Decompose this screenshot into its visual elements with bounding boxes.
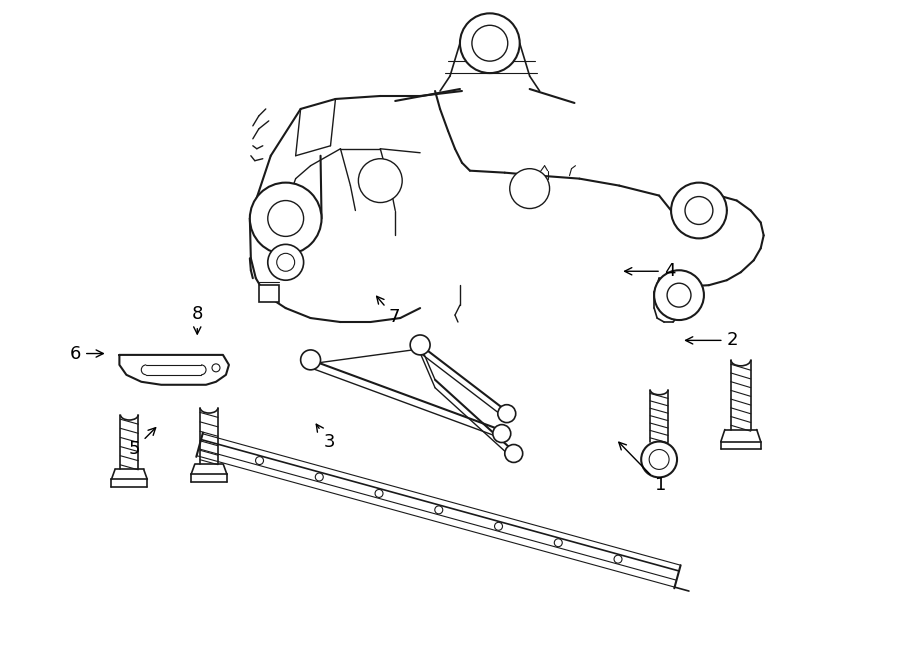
Circle shape bbox=[554, 539, 562, 547]
Circle shape bbox=[268, 245, 303, 280]
Circle shape bbox=[671, 182, 727, 239]
Circle shape bbox=[460, 13, 519, 73]
Circle shape bbox=[505, 444, 523, 463]
Circle shape bbox=[301, 350, 320, 370]
Polygon shape bbox=[259, 285, 279, 302]
Circle shape bbox=[256, 457, 264, 465]
Circle shape bbox=[410, 335, 430, 355]
Circle shape bbox=[435, 506, 443, 514]
Circle shape bbox=[685, 196, 713, 225]
Text: 7: 7 bbox=[376, 296, 400, 327]
Text: 5: 5 bbox=[129, 428, 156, 458]
Circle shape bbox=[375, 489, 383, 498]
Text: 6: 6 bbox=[69, 344, 104, 362]
Circle shape bbox=[614, 555, 622, 563]
Circle shape bbox=[667, 283, 691, 307]
Text: 1: 1 bbox=[619, 442, 666, 494]
Circle shape bbox=[268, 200, 303, 237]
Circle shape bbox=[654, 270, 704, 320]
Circle shape bbox=[276, 253, 294, 271]
Circle shape bbox=[212, 364, 220, 372]
Circle shape bbox=[649, 449, 669, 469]
Circle shape bbox=[641, 442, 677, 477]
Circle shape bbox=[315, 473, 323, 481]
Circle shape bbox=[498, 405, 516, 422]
Circle shape bbox=[494, 522, 502, 530]
Text: 3: 3 bbox=[316, 424, 335, 451]
Circle shape bbox=[358, 159, 402, 202]
Circle shape bbox=[250, 182, 321, 254]
Circle shape bbox=[472, 25, 508, 61]
Text: 2: 2 bbox=[686, 331, 738, 350]
Circle shape bbox=[509, 169, 550, 208]
Text: 4: 4 bbox=[625, 262, 675, 280]
Text: 8: 8 bbox=[192, 305, 203, 334]
Circle shape bbox=[493, 424, 510, 442]
